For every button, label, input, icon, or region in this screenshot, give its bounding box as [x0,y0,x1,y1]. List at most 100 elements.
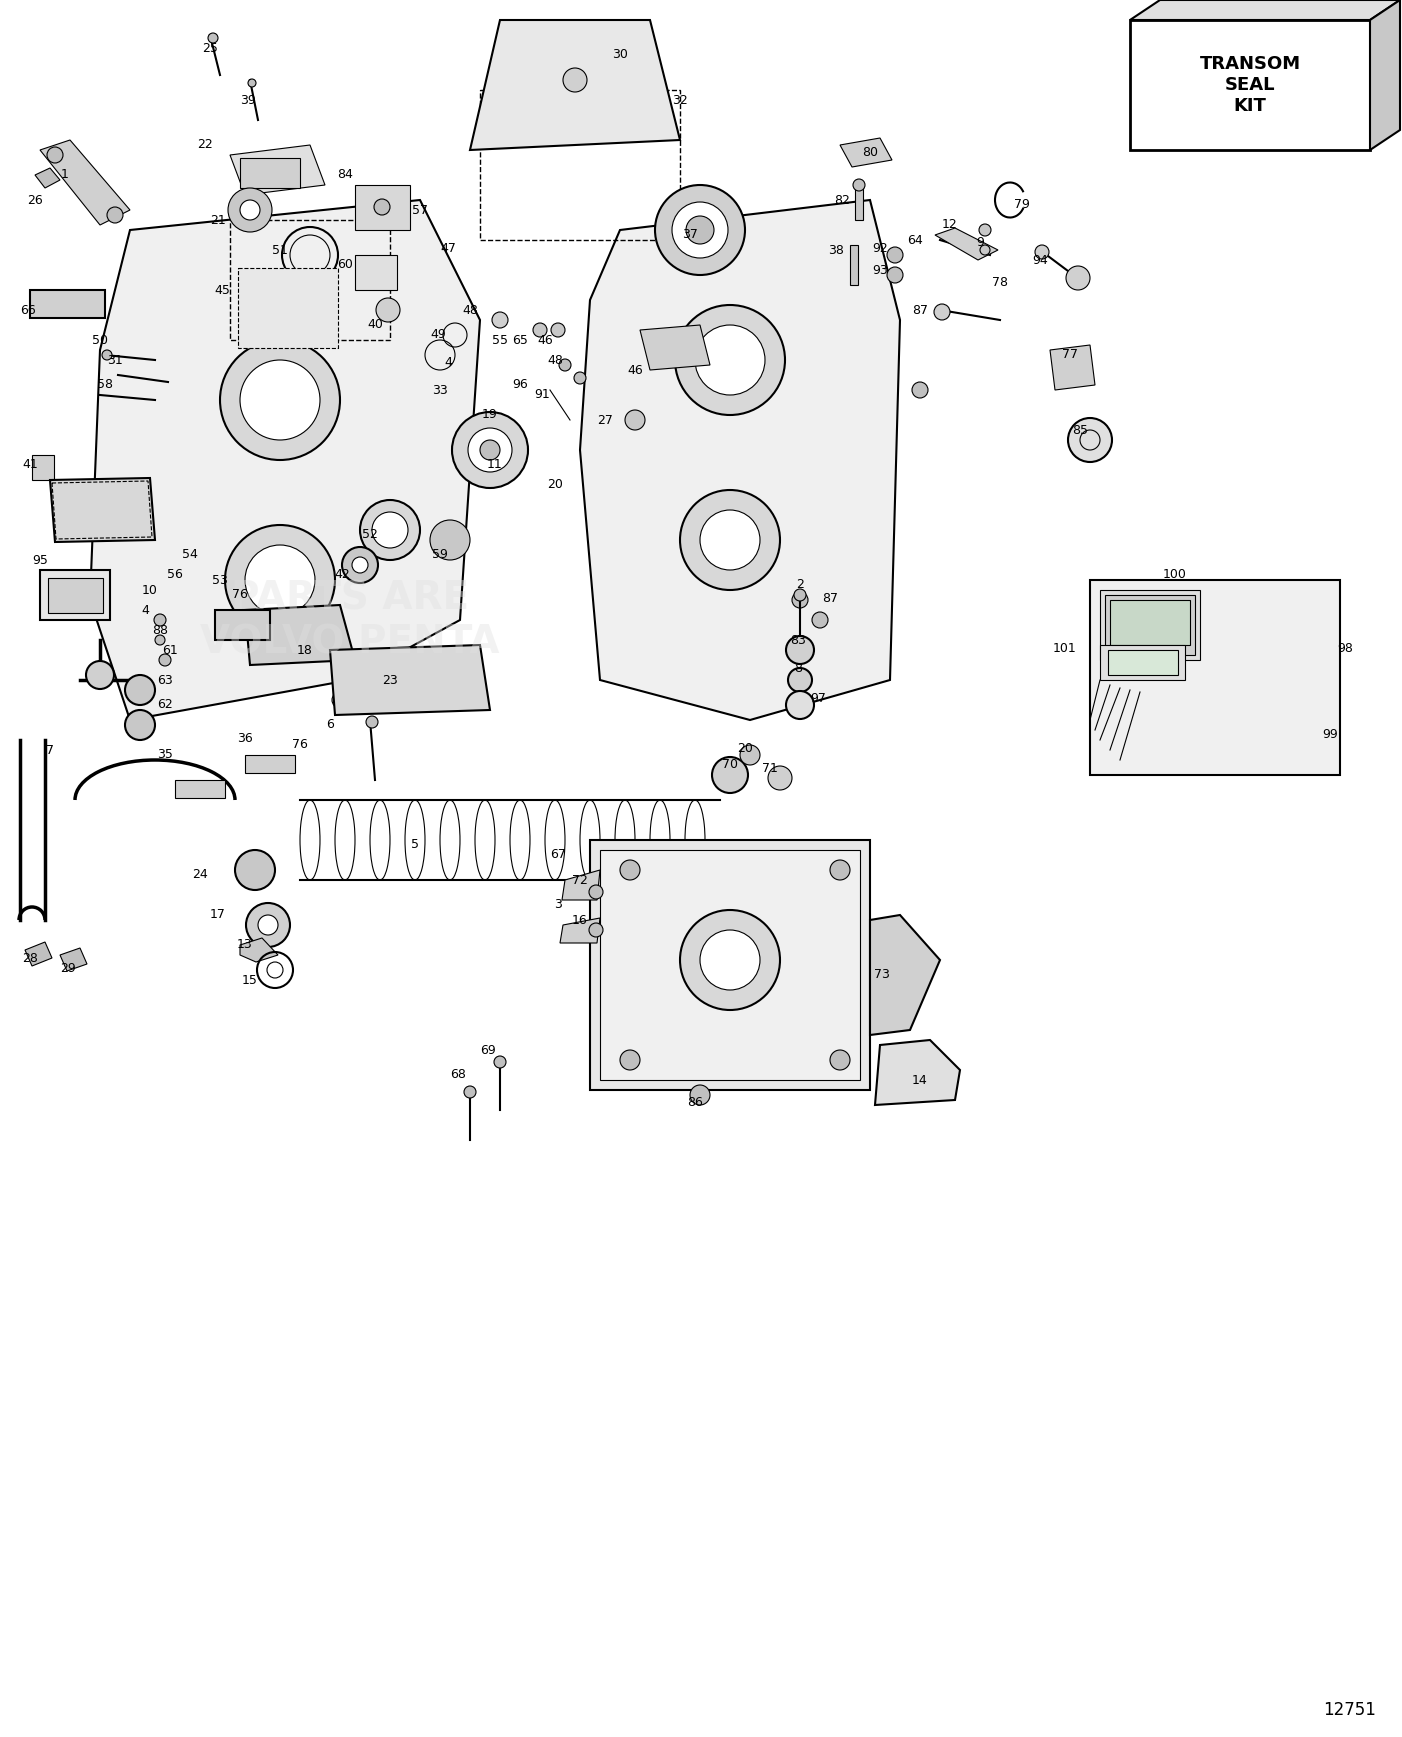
Text: 3: 3 [554,898,562,912]
Circle shape [533,323,547,337]
Circle shape [911,382,928,398]
Bar [355,186,409,229]
Text: 31: 31 [107,354,123,367]
Text: 69: 69 [479,1044,496,1056]
Polygon shape [60,948,87,971]
Text: 8: 8 [794,662,802,674]
Text: 22: 22 [198,139,213,151]
Text: 32: 32 [672,94,688,106]
Text: 53: 53 [212,573,229,587]
Text: 29: 29 [60,962,76,974]
Text: 20: 20 [547,478,564,492]
Circle shape [700,511,760,570]
Text: TRANSOM
SEAL
KIT: TRANSOM SEAL KIT [1200,56,1301,115]
Text: 10: 10 [142,584,158,596]
Text: 55: 55 [492,334,508,346]
Bar [600,849,859,1080]
Polygon shape [1130,0,1401,21]
Circle shape [672,201,728,259]
Text: 18: 18 [297,643,313,657]
Text: 24: 24 [192,868,207,881]
Text: 26: 26 [27,193,43,207]
Bar [41,570,109,620]
Circle shape [620,860,639,881]
Polygon shape [25,941,52,966]
Text: 49: 49 [430,328,446,342]
Circle shape [245,903,290,947]
Text: 7: 7 [46,743,55,757]
Bar [245,756,294,773]
Bar [1108,650,1178,676]
Circle shape [589,884,603,900]
Text: 2: 2 [796,578,803,592]
Circle shape [430,519,470,559]
Circle shape [125,676,156,705]
Text: 51: 51 [272,243,287,257]
Polygon shape [580,200,900,721]
Circle shape [852,179,865,191]
Text: 68: 68 [450,1068,465,1082]
Text: 88: 88 [151,624,168,636]
Circle shape [102,349,112,360]
Circle shape [240,360,320,439]
Bar [48,578,102,613]
Text: 27: 27 [597,413,613,427]
Bar [1101,644,1185,679]
Polygon shape [41,141,130,226]
Circle shape [366,716,379,728]
Circle shape [374,200,390,215]
Circle shape [220,340,341,460]
Circle shape [156,636,165,644]
Polygon shape [840,137,892,167]
Text: 91: 91 [534,389,550,401]
Text: 73: 73 [873,969,890,981]
Circle shape [686,215,714,243]
Text: 59: 59 [432,549,447,561]
Text: 98: 98 [1338,641,1353,655]
Text: 56: 56 [167,568,182,582]
Text: 9: 9 [976,236,984,248]
Text: 83: 83 [791,634,806,646]
Text: 45: 45 [215,283,230,297]
Bar [230,221,390,340]
Circle shape [451,412,529,488]
Circle shape [787,691,815,719]
Circle shape [551,323,565,337]
Text: 4: 4 [142,603,149,617]
Circle shape [468,427,512,472]
Bar [590,841,871,1091]
Circle shape [376,299,400,321]
Bar [479,90,680,240]
Text: 101: 101 [1053,641,1077,655]
Polygon shape [935,228,998,261]
Text: 5: 5 [411,839,419,851]
Text: 82: 82 [834,193,850,207]
Circle shape [812,611,829,629]
Bar [1101,591,1200,660]
Text: 41: 41 [22,459,38,471]
Circle shape [352,558,367,573]
Circle shape [494,1056,506,1068]
Circle shape [236,849,275,889]
Circle shape [680,910,780,1009]
Text: 95: 95 [32,554,48,566]
Text: 39: 39 [240,94,257,106]
Polygon shape [871,915,939,1035]
Text: 12751: 12751 [1323,1701,1377,1720]
Text: 48: 48 [547,354,564,367]
Circle shape [979,224,991,236]
Circle shape [248,78,257,87]
Text: 25: 25 [202,42,217,54]
Circle shape [792,592,808,608]
Text: 36: 36 [237,731,252,745]
Bar [240,158,300,188]
Circle shape [107,207,123,222]
Text: 60: 60 [336,259,353,271]
Text: 33: 33 [432,384,447,396]
Circle shape [559,360,571,372]
Polygon shape [639,325,709,370]
Circle shape [86,662,114,690]
Text: 28: 28 [22,952,38,964]
Text: 40: 40 [367,318,383,332]
Text: 15: 15 [243,973,258,987]
